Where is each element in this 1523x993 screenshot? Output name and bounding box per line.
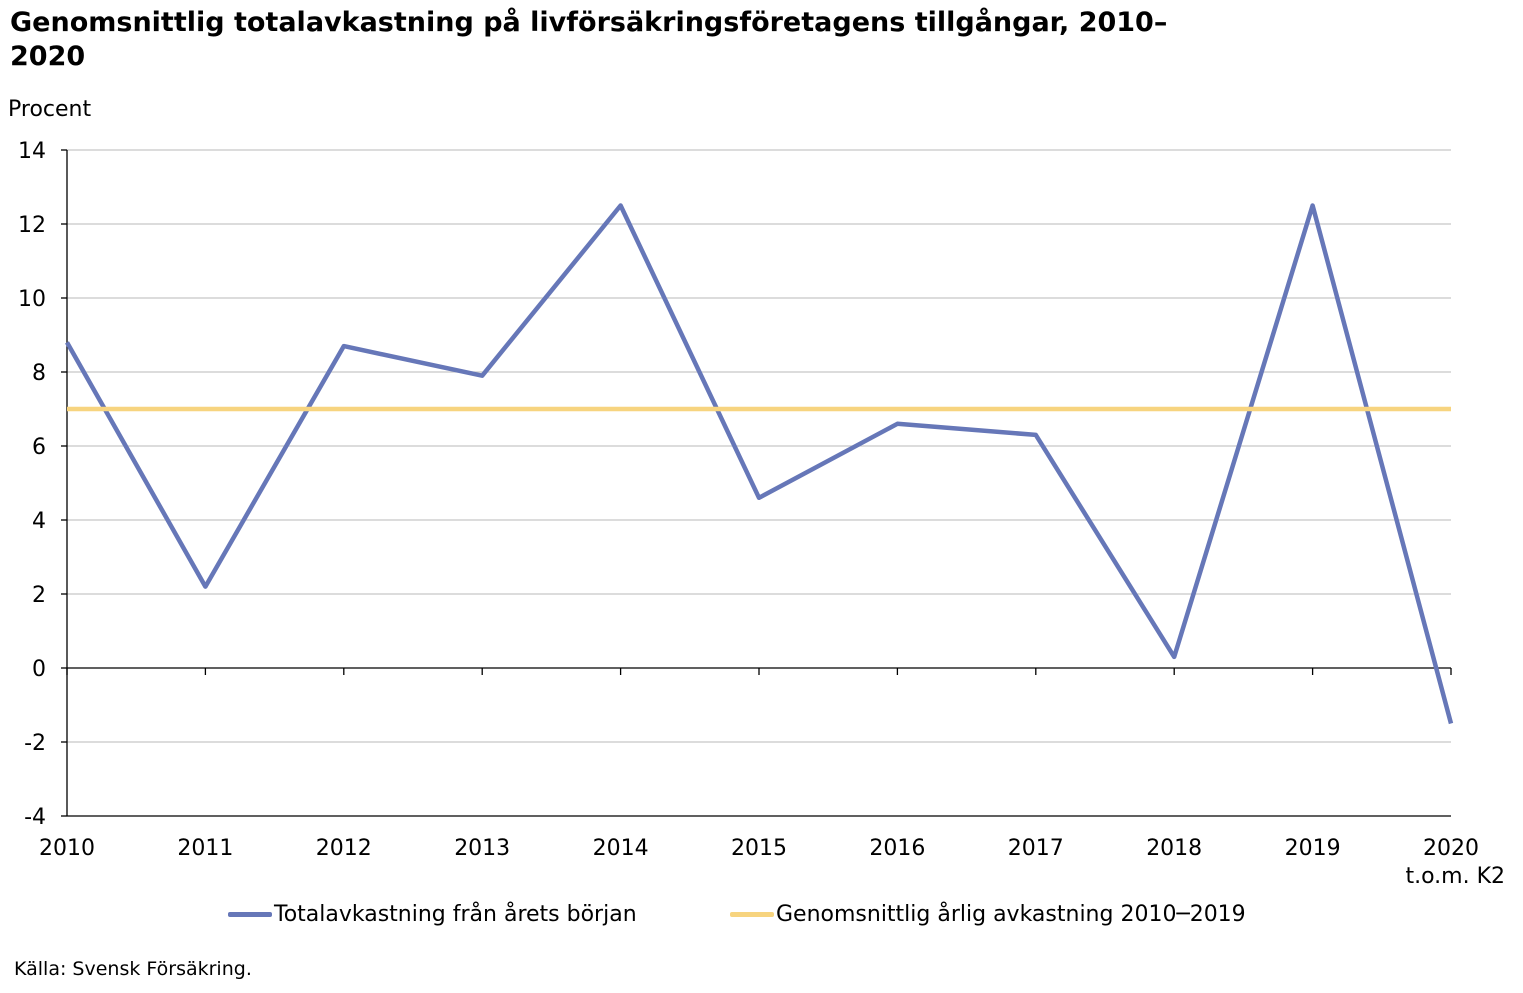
- series-line-total-return: [65, 203, 1454, 725]
- y-tick-label: 6: [32, 435, 46, 460]
- y-tick-labels: 14 12 10 8 6 4 2 0 -2 -4: [18, 139, 46, 830]
- x-tick-label: 2014: [593, 836, 649, 861]
- x-tick-label: 2012: [316, 836, 372, 861]
- legend-label: Genomsnittlig årlig avkastning 2010─2019: [776, 902, 1246, 927]
- source-note: Källa: Svensk Försäkring.: [14, 958, 252, 980]
- x-tick-label: 2017: [1008, 836, 1064, 861]
- x-tick-label: 2015: [731, 836, 787, 861]
- legend-swatch: [228, 912, 272, 917]
- x-tick-labels: 2010 2011 2012 2013 2014 2015 2016 2017 2018 2019…: [39, 836, 1479, 861]
- legend-swatch: [730, 912, 774, 917]
- x-tick-label: 2011: [177, 836, 233, 861]
- y-axis-label: Procent: [8, 97, 91, 122]
- y-tick-label: 10: [18, 287, 46, 312]
- y-tick-label: 14: [18, 139, 46, 164]
- legend-item-total-return: Totalavkastning från årets början: [228, 902, 637, 927]
- y-tick-label: 0: [32, 657, 46, 682]
- axes: [61, 149, 1452, 817]
- gridlines: [67, 149, 1451, 743]
- y-tick-label: -2: [24, 731, 46, 756]
- y-tick-label: 8: [32, 361, 46, 386]
- x-tick-label: 2019: [1285, 836, 1341, 861]
- x-tick-label: 2018: [1146, 836, 1202, 861]
- x-tick-label: 2010: [39, 836, 95, 861]
- y-tick-label: 4: [32, 509, 46, 534]
- x-tick-label: 2020: [1423, 836, 1479, 861]
- x-tick-sublabel: t.o.m. K2: [1405, 864, 1505, 889]
- x-tick-label: 2016: [869, 836, 925, 861]
- series-lines: [65, 203, 1454, 725]
- y-tick-label: 2: [32, 583, 46, 608]
- chart-title: Genomsnittlig totalavkastning på livförs…: [10, 7, 1168, 72]
- y-tick-label: -4: [24, 805, 46, 830]
- x-tick-label: 2013: [454, 836, 510, 861]
- legend-item-average-return: Genomsnittlig årlig avkastning 2010─2019: [730, 902, 1246, 927]
- y-tick-label: 12: [18, 213, 46, 238]
- legend-label: Totalavkastning från årets början: [274, 902, 637, 927]
